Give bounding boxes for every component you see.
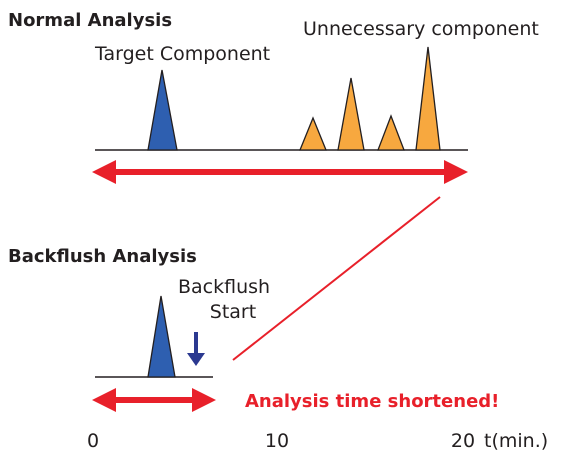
normal-title: Normal Analysis xyxy=(8,10,172,31)
unnecessary-peaks xyxy=(299,46,441,151)
axis-unit: t(min.) xyxy=(484,430,548,452)
start-arrow-head xyxy=(187,353,205,366)
result-text: Analysis time shortened! xyxy=(245,391,499,412)
comparison-line xyxy=(232,196,441,361)
axis-tick: 10 xyxy=(265,430,289,452)
target-peak xyxy=(147,69,178,151)
backflush-title: Backflush Analysis xyxy=(8,246,197,267)
axis-tick: 20 xyxy=(451,430,475,452)
backflush-start-label: Start xyxy=(210,301,256,323)
backflush-start-label: Backflush xyxy=(178,276,270,298)
target-peak xyxy=(147,295,176,378)
unnecessary-label: Unnecessary component xyxy=(303,18,539,40)
target-label: Target Component xyxy=(94,43,270,65)
axis-tick: 0 xyxy=(87,430,99,452)
